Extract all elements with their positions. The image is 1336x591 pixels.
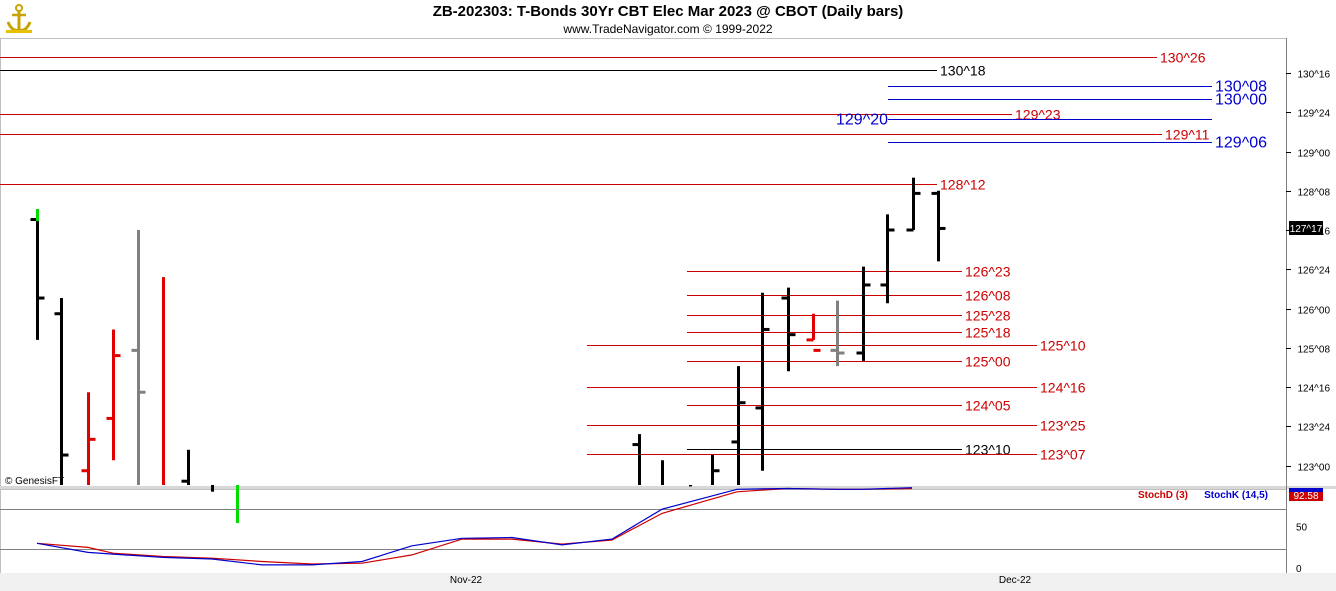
ohlc-bar[interactable] (731, 366, 746, 485)
time-axis-bar (0, 573, 1336, 591)
chart-header: ZB-202303: T-Bonds 30Yr CBT Elec Mar 202… (0, 0, 1336, 38)
level-label: 124^16 (1040, 380, 1086, 396)
ohlc-bar[interactable] (632, 434, 641, 485)
last-price-badge (1289, 221, 1323, 235)
ohlc-bar[interactable] (830, 300, 845, 367)
level-label: 125^18 (965, 325, 1011, 341)
x-tick-label: Dec-22 (999, 575, 1032, 586)
level-label: 123^25 (1040, 418, 1086, 434)
level-label: 129^23 (1015, 107, 1061, 123)
level-label: 129^20 (836, 112, 888, 129)
stochK-legend: StochK (14,5) (1204, 490, 1268, 501)
level-label: 128^12 (940, 177, 986, 193)
ohlc-bar[interactable] (54, 298, 69, 485)
ohlc-bar[interactable] (30, 209, 45, 340)
y-tick-label: 126^00 (1298, 306, 1331, 317)
ohlc-bar[interactable] (880, 214, 895, 304)
level-label: 125^00 (965, 354, 1011, 370)
y-tick-label: 129^00 (1298, 149, 1331, 160)
stoch-value-label: 92.58 (1293, 491, 1318, 502)
ohlc-bar[interactable] (81, 392, 96, 485)
level-label: 125^10 (1040, 338, 1086, 354)
level-label: 126^23 (965, 264, 1011, 280)
y-tick-label: 124^16 (1298, 384, 1331, 395)
ohlc-bar[interactable] (131, 230, 146, 485)
last-price-label: 127^17 (1290, 224, 1323, 235)
anchor-logo-icon (4, 2, 34, 34)
ohlc-bar[interactable] (711, 455, 720, 485)
y-tick-label: 130^16 (1298, 70, 1331, 81)
stochastic-pane (0, 489, 1287, 574)
y-tick-label: 128^08 (1298, 188, 1331, 199)
y-tick-label: 125^08 (1298, 345, 1331, 356)
pane-separator (0, 486, 1336, 489)
ohlc-bar[interactable] (856, 266, 871, 361)
price-pane (0, 38, 1287, 487)
ohlc-bar[interactable] (181, 449, 190, 485)
ohlc-bar[interactable] (906, 177, 921, 232)
level-label: 123^07 (1040, 447, 1086, 463)
stochD-legend: StochD (3) (1138, 490, 1188, 501)
price-axis: 130^16129^24129^00128^08127^16126^24126^… (450, 70, 1331, 587)
level-label: 126^08 (965, 288, 1011, 304)
ohlc-bar[interactable] (806, 313, 821, 352)
level-label: 129^11 (1165, 127, 1210, 143)
watermark-text: © GenesisFT (5, 476, 64, 487)
level-label: 123^10 (965, 442, 1011, 458)
y-tick-label: 123^00 (1298, 463, 1331, 474)
chart-subtitle: www.TradeNavigator.com © 1999-2022 (563, 22, 773, 36)
level-label: 129^06 (1215, 135, 1267, 152)
level-label: 130^08 (1215, 79, 1267, 96)
ohlc-bar[interactable] (931, 190, 946, 262)
level-label: 125^28 (965, 308, 1011, 324)
level-label: 130^00 (1215, 92, 1267, 109)
level-label: 124^05 (965, 398, 1011, 414)
y-tick-label: 123^24 (1298, 423, 1331, 434)
x-tick-label: Nov-22 (450, 575, 483, 586)
y-tick-label: 129^24 (1298, 109, 1331, 120)
ohlc-bar[interactable] (755, 292, 770, 471)
ohlc-bar[interactable] (781, 287, 796, 372)
stochastic-panel: StochD (3) StochK (14,5) 92.58 50 0 (0, 487, 1323, 575)
chart-title: ZB-202303: T-Bonds 30Yr CBT Elec Mar 202… (432, 3, 904, 20)
stochK-line (36, 487, 913, 566)
stoch-value-badge-top (1289, 488, 1323, 492)
stoch-tick-label: 50 (1296, 523, 1308, 534)
ohlc-bar[interactable] (106, 329, 121, 461)
level-label: 130^18 (940, 63, 986, 79)
ohlc-bars (30, 177, 946, 524)
y-tick-label: 126^24 (1298, 266, 1331, 277)
level-label: 130^26 (1160, 50, 1206, 66)
stoch-tick-label: 0 (1296, 564, 1302, 575)
